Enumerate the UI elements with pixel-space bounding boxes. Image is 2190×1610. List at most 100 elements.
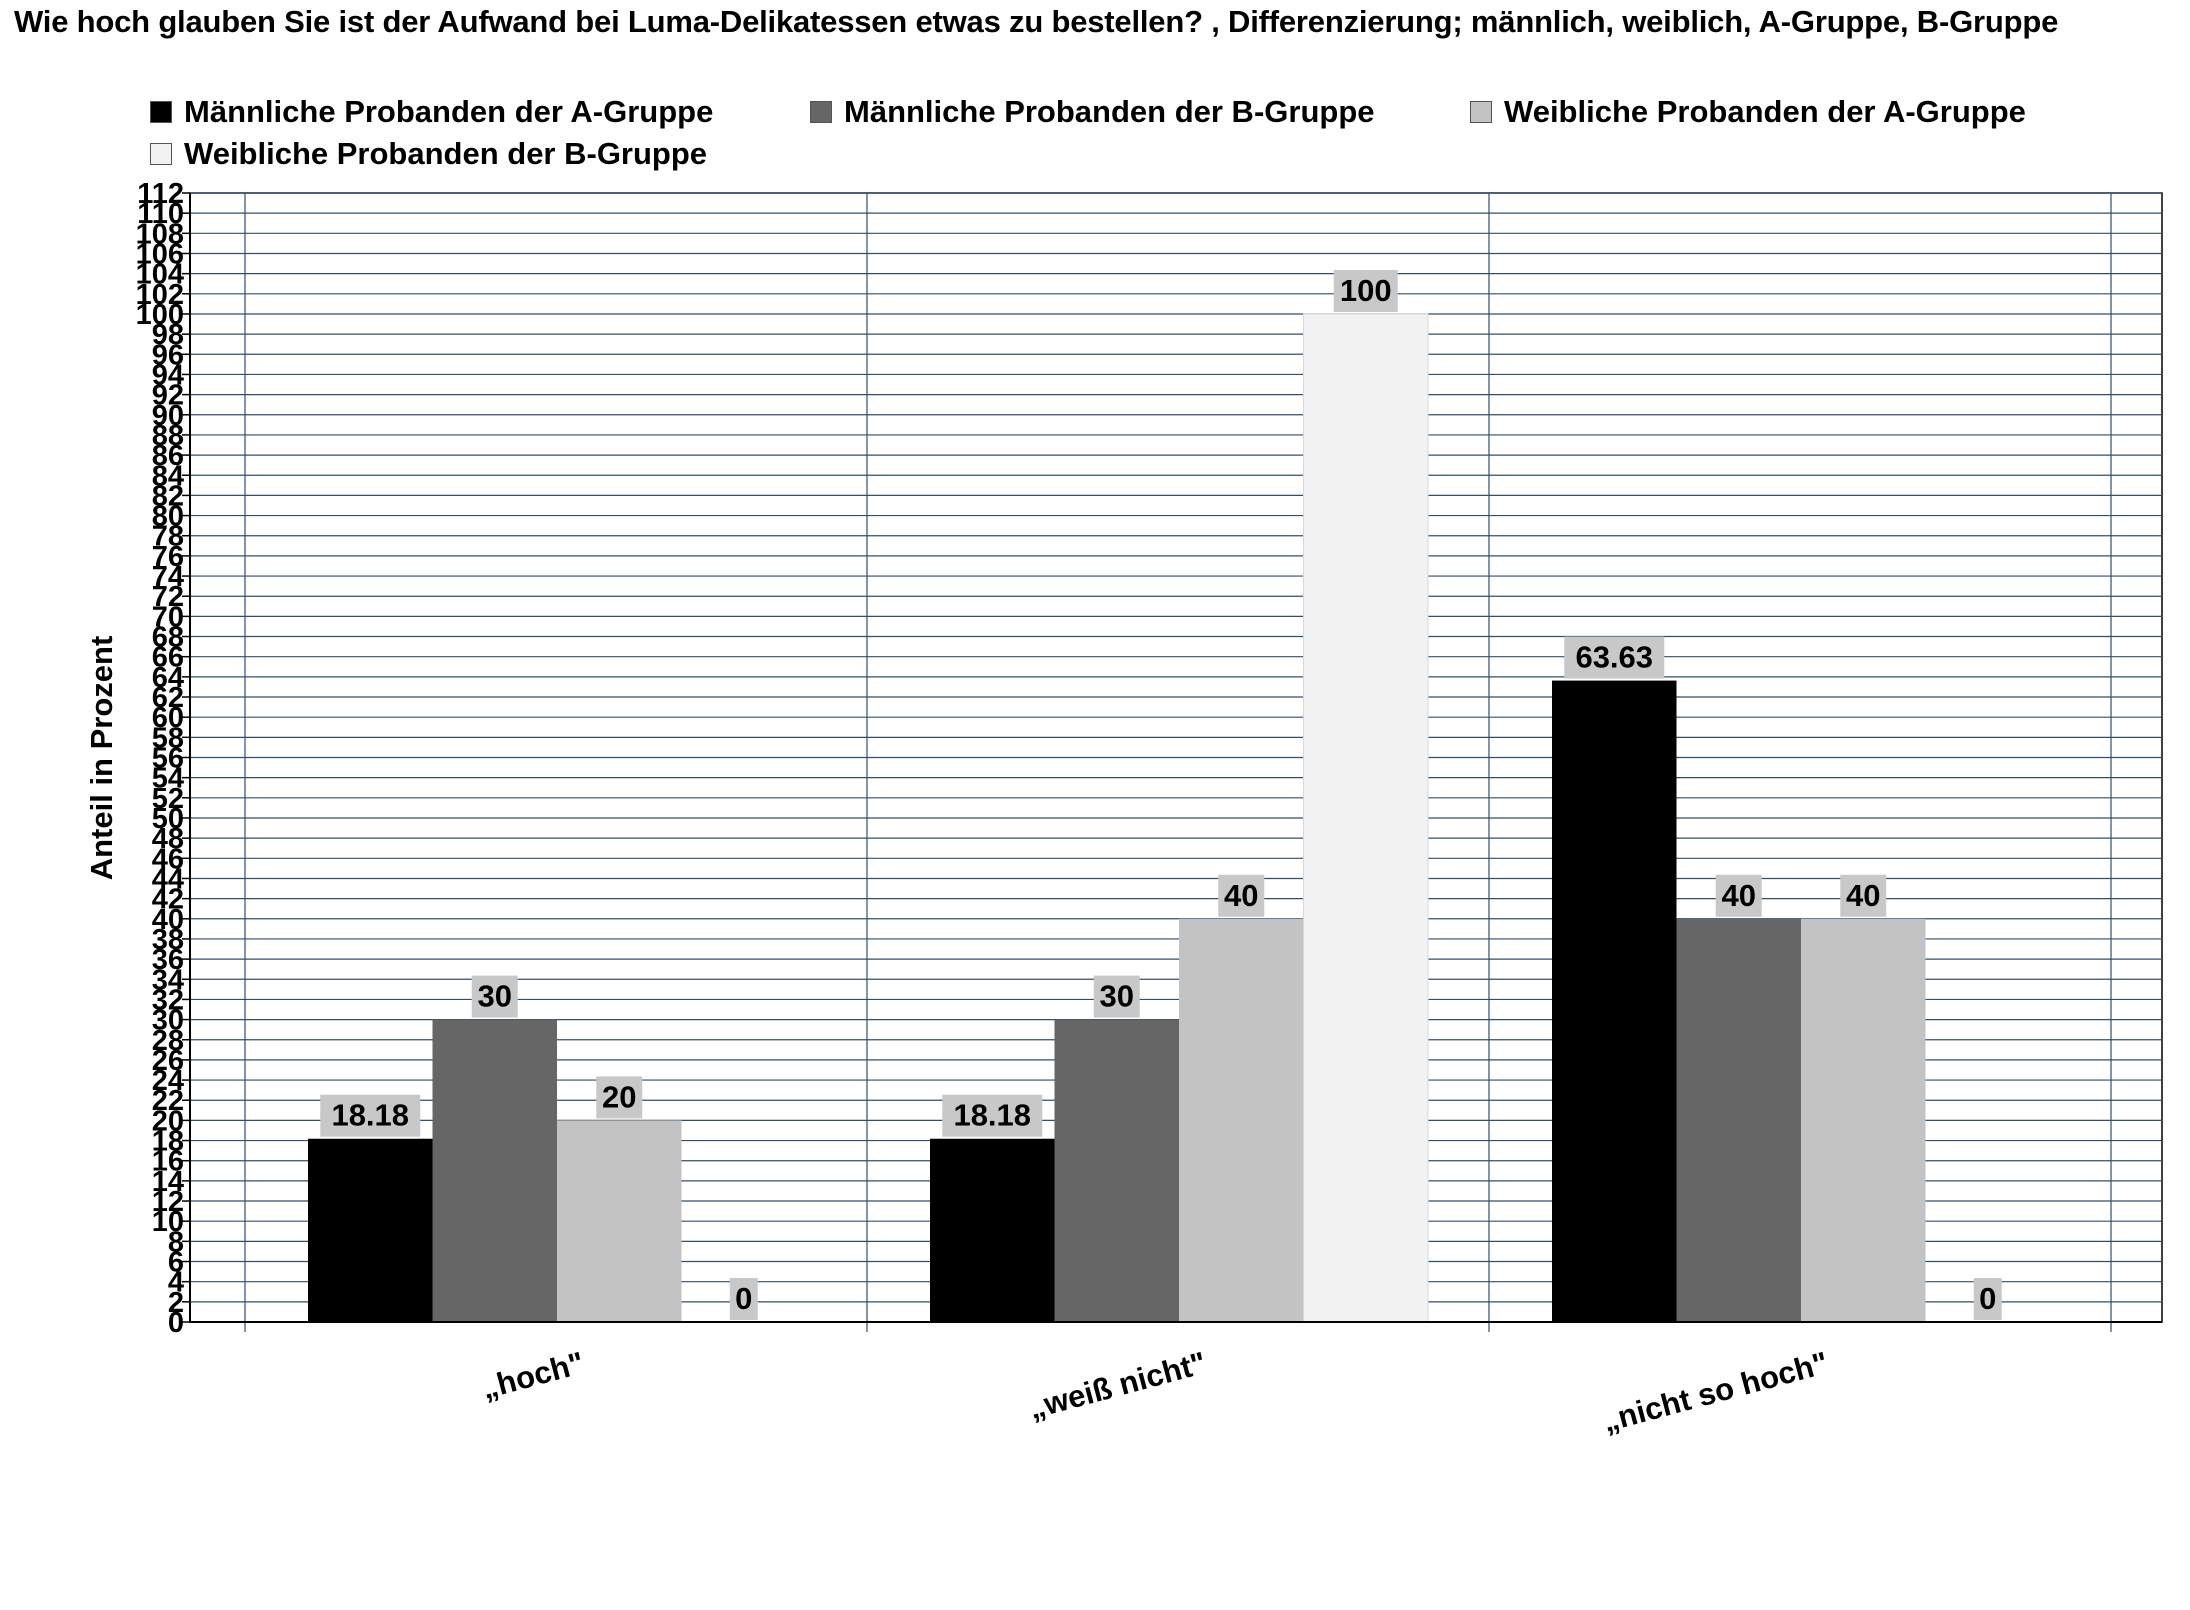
data-label: 20 — [602, 1079, 636, 1114]
bar — [432, 1019, 557, 1322]
y-tick-label: 26 — [152, 1045, 184, 1077]
y-tick-label: 56 — [152, 743, 184, 775]
legend-item-female-b: Weibliche Probanden der B-Gruppe — [150, 136, 707, 172]
y-tick-label: 28 — [152, 1025, 184, 1057]
bar — [1054, 1019, 1179, 1322]
bar — [1676, 918, 1801, 1322]
y-tick-label: 32 — [152, 984, 184, 1016]
data-label-box — [1564, 636, 1665, 679]
data-labels: 18.18 30 20 0 18.18 30 40 100 63.63 40 40 0 — [320, 269, 2002, 1320]
y-tick-label: 10 — [152, 1206, 184, 1238]
bar — [308, 1138, 433, 1322]
y-tick-label: 106 — [136, 238, 184, 270]
x-category-label: „weiß nicht" — [1025, 1345, 1210, 1426]
data-label-box — [1715, 874, 1762, 917]
y-tick-label: 48 — [152, 823, 184, 855]
bar — [557, 1120, 682, 1322]
y-tick-label: 40 — [152, 904, 184, 936]
data-label: 0 — [1979, 1281, 1996, 1316]
data-label: 30 — [1100, 979, 1134, 1014]
y-tick-label: 98 — [152, 319, 184, 351]
y-axis-title: Anteil in Prozent — [84, 636, 119, 881]
bar — [1552, 680, 1677, 1322]
data-label: 100 — [1340, 273, 1392, 308]
y-tick-label: 104 — [136, 259, 184, 291]
y-tick-label: 12 — [152, 1186, 184, 1218]
y-tick-label: 96 — [152, 339, 184, 371]
y-tick-label: 46 — [152, 843, 184, 875]
y-tick-label: 62 — [152, 682, 184, 714]
y-tick-label: 102 — [136, 279, 184, 311]
data-label: 0 — [735, 1281, 752, 1316]
y-tick-label: 6 — [168, 1247, 184, 1279]
y-tick-label: 108 — [136, 218, 184, 250]
x-category-label: „nicht so hoch" — [1599, 1345, 1832, 1439]
y-tick-label: 20 — [152, 1105, 184, 1137]
y-tick-label: 52 — [152, 783, 184, 815]
legend-swatch-female-a — [1470, 101, 1492, 123]
data-label: 40 — [1224, 878, 1258, 913]
y-tick-label: 16 — [152, 1146, 184, 1178]
y-tick-label: 76 — [152, 541, 184, 573]
legend-swatch-female-b — [150, 143, 172, 165]
data-label: 30 — [478, 979, 512, 1014]
y-tick-label: 24 — [152, 1065, 184, 1097]
y-tick-label: 70 — [152, 601, 184, 633]
legend-item-male-b: Männliche Probanden der B-Gruppe — [810, 94, 1375, 130]
y-tick-label: 64 — [152, 662, 184, 694]
bars — [308, 313, 1926, 1323]
data-label-box — [942, 1094, 1043, 1137]
y-tick-label: 18 — [152, 1126, 184, 1158]
y-tick-label: 84 — [152, 460, 184, 492]
data-label: 18.18 — [331, 1098, 409, 1133]
data-label-box — [471, 975, 518, 1018]
y-tick-label: 34 — [152, 964, 184, 996]
y-tick-label: 110 — [137, 198, 184, 230]
legend-label-female-b: Weibliche Probanden der B-Gruppe — [184, 136, 708, 171]
bar — [1303, 313, 1429, 1323]
legend: Männliche Probanden der A-Gruppe Männlic… — [150, 94, 2150, 184]
y-tick-label: 42 — [152, 884, 184, 916]
data-label: 40 — [1846, 878, 1880, 913]
data-label-box — [1973, 1278, 2002, 1320]
y-tick-label: 4 — [168, 1267, 184, 1299]
data-label-box — [1333, 269, 1398, 312]
legend-item-male-a: Männliche Probanden der A-Gruppe — [150, 94, 713, 130]
y-tick-label: 22 — [152, 1085, 184, 1117]
y-tick-label: 92 — [152, 380, 184, 412]
data-label-box — [1093, 975, 1140, 1018]
y-tick-label: 112 — [137, 178, 184, 210]
y-tick-label: 8 — [168, 1226, 184, 1258]
legend-swatch-male-a — [150, 101, 172, 123]
data-label-box — [320, 1094, 421, 1137]
y-tick-label: 36 — [152, 944, 184, 976]
x-category-label: „hoch" — [478, 1345, 588, 1406]
bar — [1179, 918, 1304, 1322]
y-tick-label: 14 — [152, 1166, 184, 1198]
y-tick-label: 74 — [152, 561, 184, 593]
legend-label-male-b: Männliche Probanden der B-Gruppe — [844, 94, 1375, 129]
y-tick-label: 100 — [136, 299, 184, 331]
bar — [1801, 918, 1926, 1322]
y-tick-label: 86 — [152, 440, 184, 472]
y-tick-label: 90 — [152, 400, 184, 432]
y-tick-label: 94 — [152, 359, 184, 391]
data-label-box — [596, 1076, 643, 1119]
data-label-box — [1218, 874, 1265, 917]
legend-item-female-a: Weibliche Probanden der A-Gruppe — [1470, 94, 2026, 130]
legend-label-female-a: Weibliche Probanden der A-Gruppe — [1504, 94, 2026, 129]
data-label-box — [1840, 874, 1887, 917]
y-tick-label: 72 — [152, 581, 184, 613]
y-tick-label: 2 — [168, 1287, 184, 1319]
data-label: 40 — [1722, 878, 1756, 913]
legend-swatch-male-b — [810, 101, 832, 123]
y-tick-label: 60 — [152, 702, 184, 734]
data-label: 63.63 — [1575, 640, 1653, 675]
y-tick-label: 88 — [152, 420, 184, 452]
y-tick-label: 82 — [152, 480, 184, 512]
y-tick-label: 80 — [152, 501, 184, 533]
y-tick-label: 58 — [152, 722, 184, 754]
data-label-box — [729, 1278, 758, 1320]
y-tick-label: 68 — [152, 622, 184, 654]
